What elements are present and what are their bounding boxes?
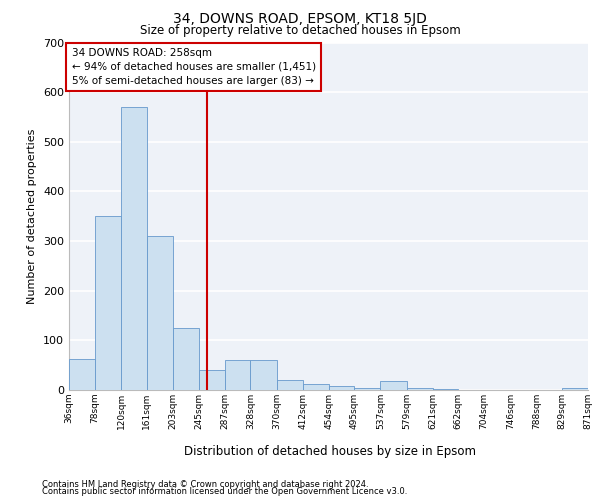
Text: 34, DOWNS ROAD, EPSOM, KT18 5JD: 34, DOWNS ROAD, EPSOM, KT18 5JD	[173, 12, 427, 26]
Bar	[146, 236, 173, 390]
Bar	[562, 388, 588, 390]
Bar	[121, 107, 146, 390]
Bar	[225, 360, 250, 390]
Bar	[303, 384, 329, 390]
Bar	[329, 386, 354, 390]
Bar	[433, 388, 458, 390]
Text: Size of property relative to detached houses in Epsom: Size of property relative to detached ho…	[140, 24, 460, 37]
Bar	[199, 370, 225, 390]
Text: Distribution of detached houses by size in Epsom: Distribution of detached houses by size …	[184, 444, 476, 458]
Text: Contains public sector information licensed under the Open Government Licence v3: Contains public sector information licen…	[42, 487, 407, 496]
Bar	[354, 388, 380, 390]
Bar	[95, 216, 121, 390]
Bar	[407, 388, 433, 390]
Text: 34 DOWNS ROAD: 258sqm
← 94% of detached houses are smaller (1,451)
5% of semi-de: 34 DOWNS ROAD: 258sqm ← 94% of detached …	[71, 48, 316, 86]
Bar	[250, 360, 277, 390]
Bar	[380, 381, 407, 390]
Bar	[277, 380, 303, 390]
Text: Contains HM Land Registry data © Crown copyright and database right 2024.: Contains HM Land Registry data © Crown c…	[42, 480, 368, 489]
Y-axis label: Number of detached properties: Number of detached properties	[28, 128, 37, 304]
Bar	[69, 359, 95, 390]
Bar	[173, 328, 199, 390]
